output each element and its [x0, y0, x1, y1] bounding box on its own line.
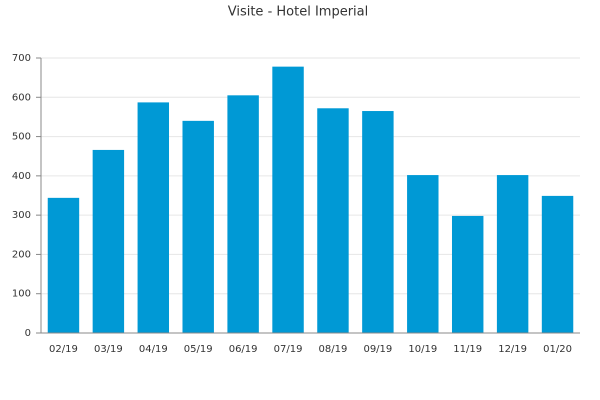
bar: [137, 102, 170, 334]
x-tick-label: 03/19: [94, 344, 123, 355]
chart-title: Visite - Hotel Imperial: [228, 5, 369, 20]
x-tick-label: 11/19: [453, 344, 482, 355]
y-tick-label: 600: [12, 92, 31, 103]
bar: [47, 197, 80, 333]
x-tick-label: 05/19: [184, 344, 213, 355]
bar: [92, 149, 125, 333]
y-tick-label: 0: [25, 328, 31, 339]
x-tick-label: 08/19: [319, 344, 348, 355]
bar: [496, 175, 529, 333]
y-tick-label: 700: [12, 53, 31, 64]
y-tick-label: 100: [12, 289, 31, 300]
y-tick-label: 200: [12, 249, 31, 260]
x-tick-label: 06/19: [229, 344, 258, 355]
y-tick-label: 500: [12, 132, 31, 143]
x-tick-label: 04/19: [139, 344, 168, 355]
bar: [407, 175, 439, 333]
x-tick-label: 01/20: [543, 344, 572, 355]
bar: [227, 95, 259, 333]
y-tick-label: 300: [12, 210, 31, 221]
bar: [451, 215, 484, 333]
bar: [362, 111, 394, 334]
x-tick-label: 02/19: [49, 344, 78, 355]
bar: [541, 195, 574, 333]
x-tick-label: 07/19: [274, 344, 303, 355]
x-tick-label: 10/19: [408, 344, 437, 355]
bar: [317, 108, 349, 334]
y-tick-label: 400: [12, 171, 31, 182]
bar: [272, 66, 304, 334]
bar: [182, 120, 214, 333]
x-tick-label: 12/19: [498, 344, 527, 355]
x-tick-label: 09/19: [363, 344, 392, 355]
